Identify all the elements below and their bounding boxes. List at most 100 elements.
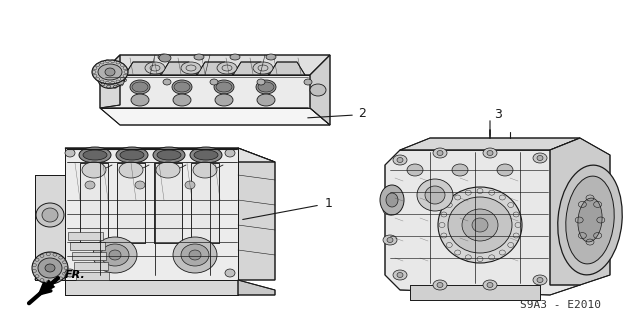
Ellipse shape (417, 179, 453, 211)
Ellipse shape (210, 79, 218, 85)
Ellipse shape (174, 82, 190, 92)
Ellipse shape (109, 250, 121, 260)
Bar (117, 163, 145, 243)
Ellipse shape (383, 205, 397, 215)
Ellipse shape (225, 149, 235, 157)
Ellipse shape (172, 80, 192, 94)
Ellipse shape (448, 197, 512, 253)
Ellipse shape (253, 62, 273, 74)
Ellipse shape (42, 208, 58, 222)
Polygon shape (400, 138, 580, 150)
Polygon shape (310, 55, 330, 125)
Polygon shape (125, 62, 161, 75)
Text: 3: 3 (494, 108, 502, 121)
Ellipse shape (393, 155, 407, 165)
Ellipse shape (181, 244, 209, 266)
Ellipse shape (193, 162, 217, 178)
Bar (68, 232, 103, 240)
Ellipse shape (566, 176, 614, 264)
Ellipse shape (79, 147, 111, 163)
Ellipse shape (216, 82, 232, 92)
Ellipse shape (98, 68, 126, 88)
Ellipse shape (397, 273, 403, 277)
Ellipse shape (483, 280, 497, 290)
Ellipse shape (483, 148, 497, 158)
Bar (154, 163, 182, 243)
Text: 1: 1 (325, 196, 333, 210)
Polygon shape (65, 280, 238, 295)
Ellipse shape (387, 207, 393, 212)
Polygon shape (161, 62, 197, 75)
Ellipse shape (157, 150, 181, 160)
Ellipse shape (101, 244, 129, 266)
Ellipse shape (116, 79, 124, 85)
Polygon shape (197, 62, 233, 75)
Ellipse shape (194, 150, 218, 160)
Polygon shape (269, 62, 305, 75)
Ellipse shape (537, 156, 543, 161)
Ellipse shape (32, 252, 68, 284)
Ellipse shape (92, 60, 128, 84)
Ellipse shape (190, 147, 222, 163)
Text: 2: 2 (358, 107, 366, 119)
Ellipse shape (433, 280, 447, 290)
Bar (80, 163, 108, 243)
Ellipse shape (558, 165, 622, 275)
Ellipse shape (82, 162, 106, 178)
Ellipse shape (38, 258, 62, 278)
Ellipse shape (135, 181, 145, 189)
Ellipse shape (153, 147, 185, 163)
Ellipse shape (256, 80, 276, 94)
Ellipse shape (257, 94, 275, 106)
Polygon shape (410, 285, 540, 300)
Ellipse shape (156, 162, 180, 178)
Ellipse shape (98, 64, 122, 80)
Text: S9A3 - E2010: S9A3 - E2010 (520, 300, 600, 310)
Bar (72, 252, 106, 260)
Ellipse shape (230, 54, 240, 60)
Ellipse shape (304, 79, 312, 85)
Ellipse shape (36, 203, 64, 227)
Ellipse shape (93, 237, 137, 273)
Ellipse shape (383, 235, 397, 245)
Polygon shape (238, 280, 275, 295)
Ellipse shape (437, 283, 443, 287)
Polygon shape (238, 148, 275, 280)
Ellipse shape (214, 80, 234, 94)
Ellipse shape (158, 54, 168, 60)
Ellipse shape (397, 157, 403, 163)
Ellipse shape (533, 153, 547, 163)
Ellipse shape (462, 209, 498, 241)
Bar (154, 163, 182, 243)
Ellipse shape (433, 148, 447, 158)
Ellipse shape (487, 283, 493, 287)
Ellipse shape (380, 185, 404, 215)
Ellipse shape (131, 94, 149, 106)
Ellipse shape (116, 147, 148, 163)
Ellipse shape (119, 162, 143, 178)
Polygon shape (100, 75, 310, 108)
Ellipse shape (537, 277, 543, 283)
Polygon shape (550, 138, 610, 285)
Polygon shape (100, 55, 120, 108)
Polygon shape (385, 150, 580, 295)
Bar (76, 272, 109, 280)
Ellipse shape (173, 94, 191, 106)
Bar (191, 163, 219, 243)
Polygon shape (100, 55, 330, 75)
Ellipse shape (181, 62, 201, 74)
Ellipse shape (310, 84, 326, 96)
Polygon shape (233, 62, 269, 75)
Ellipse shape (387, 237, 393, 243)
Bar (191, 163, 219, 243)
Text: FR.: FR. (65, 270, 86, 280)
Ellipse shape (578, 198, 602, 242)
Ellipse shape (45, 264, 55, 272)
Ellipse shape (65, 269, 75, 277)
Ellipse shape (120, 150, 144, 160)
Ellipse shape (425, 186, 445, 204)
Ellipse shape (130, 80, 150, 94)
Bar (74, 262, 108, 270)
Polygon shape (35, 279, 55, 298)
Polygon shape (35, 175, 65, 280)
